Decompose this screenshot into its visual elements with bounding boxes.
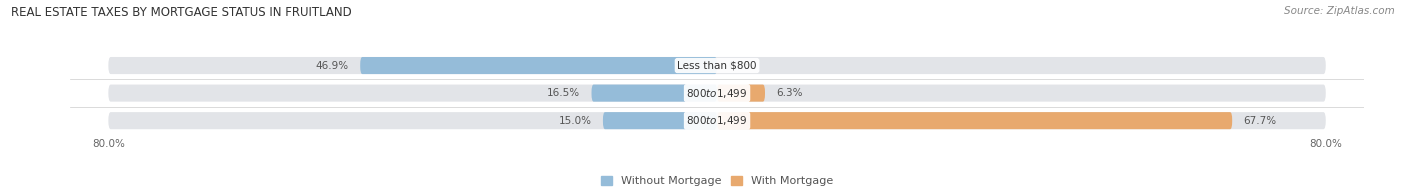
Legend: Without Mortgage, With Mortgage: Without Mortgage, With Mortgage — [602, 176, 832, 186]
Text: Source: ZipAtlas.com: Source: ZipAtlas.com — [1284, 6, 1395, 16]
FancyBboxPatch shape — [108, 57, 1326, 74]
Text: 46.9%: 46.9% — [316, 61, 349, 71]
Text: 0.0%: 0.0% — [728, 61, 755, 71]
FancyBboxPatch shape — [592, 84, 717, 102]
Text: 6.3%: 6.3% — [776, 88, 803, 98]
Text: 67.7%: 67.7% — [1243, 116, 1277, 126]
FancyBboxPatch shape — [717, 84, 765, 102]
Text: $800 to $1,499: $800 to $1,499 — [686, 87, 748, 100]
Text: $800 to $1,499: $800 to $1,499 — [686, 114, 748, 127]
FancyBboxPatch shape — [603, 112, 717, 129]
Text: 16.5%: 16.5% — [547, 88, 581, 98]
FancyBboxPatch shape — [717, 112, 1232, 129]
Text: REAL ESTATE TAXES BY MORTGAGE STATUS IN FRUITLAND: REAL ESTATE TAXES BY MORTGAGE STATUS IN … — [11, 6, 352, 19]
FancyBboxPatch shape — [108, 84, 1326, 102]
Text: Less than $800: Less than $800 — [678, 61, 756, 71]
FancyBboxPatch shape — [360, 57, 717, 74]
Text: 15.0%: 15.0% — [558, 116, 592, 126]
FancyBboxPatch shape — [108, 112, 1326, 129]
